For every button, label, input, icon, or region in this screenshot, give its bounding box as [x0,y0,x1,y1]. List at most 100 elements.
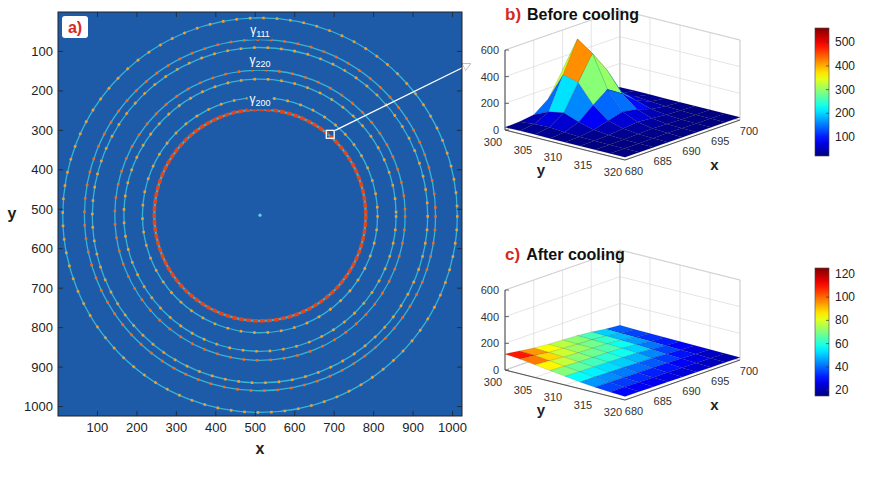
x-tick-label: 680 [625,405,643,417]
ring-spots [84,40,435,391]
x-axis-title: x [710,156,719,173]
x-tick [452,411,453,416]
y-tick [457,248,462,249]
ring-spots [92,48,427,383]
y-tick [58,90,63,91]
grid-line [591,260,592,340]
x-tick [176,12,177,17]
y-tick [58,51,63,52]
z-tick [505,370,509,371]
y-tick-label: 1000 [24,399,53,414]
label-patch [248,22,272,40]
y-tick [457,51,462,52]
surface [505,325,740,396]
x-tick-label: 600 [284,420,306,435]
z-tick-label: 200 [481,97,499,109]
y-tick-label: 305 [514,144,532,156]
z-tick-label: 0 [493,364,499,376]
z-tick-label: 400 [481,311,499,323]
colorbar-tick-label: 200 [835,106,855,120]
y-tick [457,209,462,210]
colorbar-tick-label: 500 [835,35,855,49]
x-tick-label: 800 [363,420,385,435]
z-tick [505,343,509,344]
ring-spots [142,98,377,333]
grid-line [620,37,740,67]
z-tick [505,103,509,104]
back-wall [505,250,620,370]
y-tick-label: 600 [31,241,53,256]
frame [58,12,462,416]
x-tick [452,12,453,17]
grid-line [620,277,740,307]
colorbar [815,268,829,396]
x-axis-title: x [256,440,265,457]
x-tick-label: 690 [682,385,700,397]
y-tick-label: 315 [574,159,592,171]
x-tick [413,411,414,416]
x-tick-label: 680 [625,165,643,177]
y-tick-label: 400 [31,162,53,177]
x-tick-label: 400 [205,420,227,435]
figure: γ200γ220γ111a)10020030040050060070080090… [0,0,887,484]
grid-line [620,250,740,280]
x-tick [373,411,374,416]
grid-line [710,273,711,353]
ring [92,48,427,383]
colorbar-tick [826,113,829,114]
x-tick [176,411,177,416]
grid-line [650,18,651,98]
zoom-arrow [335,64,470,130]
surface-panel: 6806856906957003003053103153200200400600… [481,245,856,418]
panel-letter: a) [68,19,82,36]
y-tick-label: 320 [604,166,622,178]
grid-line [680,265,681,345]
z-tick-label: 400 [481,71,499,83]
y-tick-label: 100 [31,44,53,59]
colorbar-tick [826,297,829,298]
colorbar-tick [826,366,829,367]
y-tick [457,367,462,368]
ring-label-index: 200 [255,98,270,108]
x-tick [215,411,216,416]
ring-spots [154,109,365,320]
x-tick-label: 700 [740,365,758,377]
x-tick [255,12,256,17]
z-tick-label: 600 [481,284,499,296]
colorbar-tick [826,65,829,66]
grid-line [740,280,741,360]
panel-letter-box [62,16,88,38]
panel-title: Before cooling [527,6,639,23]
x-tick-label: 695 [711,135,729,147]
z-tick [505,130,509,131]
y-tick [58,288,63,289]
y-axis-title: y [8,205,17,222]
ring-spots [63,18,458,413]
surface-cell [610,149,639,158]
x-tick [413,12,414,17]
x-tick-label: 200 [126,420,148,435]
y-tick-label: 300 [484,136,502,148]
colorbar [815,28,829,156]
x-tick-label: 1000 [438,420,467,435]
y-tick-label: 310 [544,151,562,163]
x-tick-label: 690 [682,145,700,157]
colorbar-tick [826,89,829,90]
grid-line [620,303,740,333]
z-tick-label: 0 [493,124,499,136]
x-tick [136,411,137,416]
ring-spots [115,70,405,360]
surface-cell [610,387,639,397]
colorbar-tick-label: 40 [835,360,849,374]
y-tick [457,327,462,328]
x-tick [255,411,256,416]
z-tick-label: 200 [481,337,499,349]
z-axis-line [505,50,506,130]
x-axis-line [625,360,740,400]
y-tick-label: 700 [31,281,53,296]
zoom-box [326,130,334,138]
colorbar-tick-label: 20 [835,383,849,397]
ring-label: γ200 [249,92,270,108]
x-tick-label: 685 [654,155,672,167]
panel-letter: b) [505,5,521,24]
